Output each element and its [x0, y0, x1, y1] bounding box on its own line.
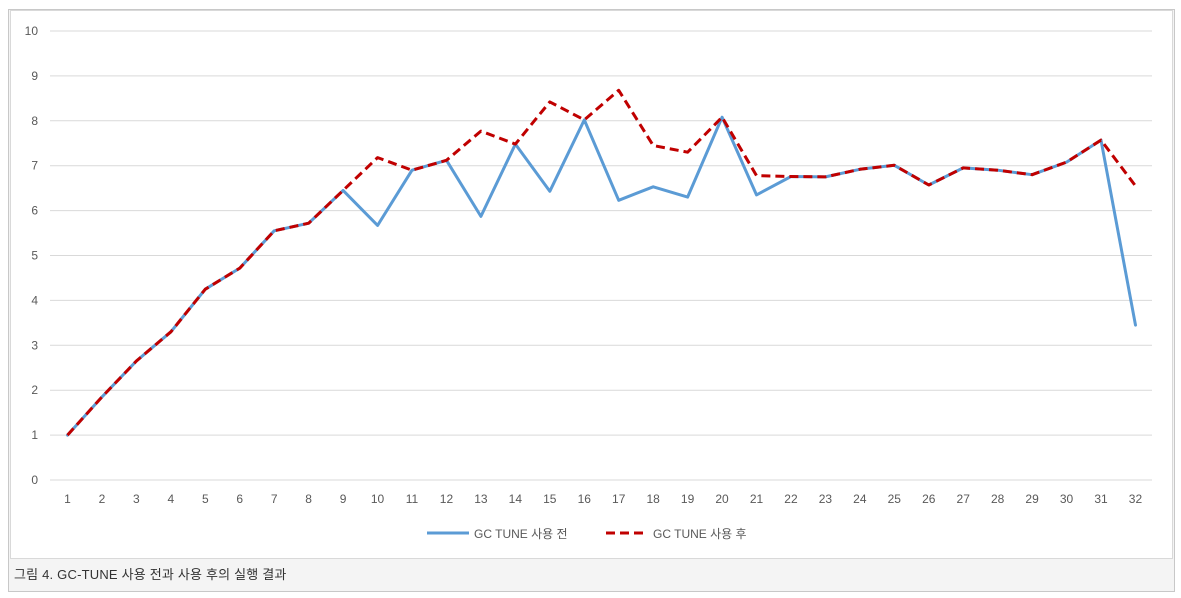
x-tick-label-3: 3 [133, 492, 140, 506]
x-tick-label-30: 30 [1060, 492, 1074, 506]
y-tick-label-6: 6 [31, 204, 38, 218]
x-tick-label-21: 21 [750, 492, 764, 506]
x-tick-label-15: 15 [543, 492, 557, 506]
x-tick-label-18: 18 [646, 492, 660, 506]
x-tick-label-7: 7 [271, 492, 278, 506]
y-tick-label-7: 7 [31, 159, 38, 173]
x-tick-label-24: 24 [853, 492, 867, 506]
figure-caption: 그림 4. GC-TUNE 사용 전과 사용 후의 실행 결과 [14, 567, 287, 582]
x-tick-label-31: 31 [1094, 492, 1108, 506]
x-tick-label-12: 12 [440, 492, 454, 506]
x-axis-ticks: 1 2 3 4 5 6 7 8 9 10 11 12 13 14 15 16 17 18 19 20 21 22 23 24 2… [64, 492, 1142, 506]
y-tick-label-1: 1 [31, 428, 38, 442]
x-tick-label-23: 23 [819, 492, 833, 506]
x-tick-label-11: 11 [406, 492, 419, 506]
x-tick-label-20: 20 [715, 492, 729, 506]
y-tick-label-0: 0 [31, 473, 38, 487]
y-tick-label-10: 10 [25, 24, 39, 38]
x-tick-label-28: 28 [991, 492, 1005, 506]
x-tick-label-1: 1 [64, 492, 71, 506]
chart-area [10, 10, 1173, 559]
y-tick-label-5: 5 [31, 249, 38, 263]
series-line-before [66, 115, 1137, 437]
x-tick-label-17: 17 [612, 492, 626, 506]
y-axis-ticks: 0 1 2 3 4 5 6 7 8 9 10 [25, 24, 39, 487]
x-tick-label-29: 29 [1025, 492, 1039, 506]
x-tick-label-8: 8 [305, 492, 312, 506]
x-tick-label-6: 6 [236, 492, 243, 506]
legend-label-before: GC TUNE 사용 전 [474, 527, 568, 541]
x-tick-label-25: 25 [888, 492, 902, 506]
y-tick-label-2: 2 [31, 383, 38, 397]
gridlines [50, 30, 1152, 481]
x-tick-label-22: 22 [784, 492, 798, 506]
x-tick-label-16: 16 [578, 492, 592, 506]
series-lines [66, 88, 1137, 437]
x-tick-label-2: 2 [99, 492, 106, 506]
y-tick-label-8: 8 [31, 114, 38, 128]
x-tick-label-32: 32 [1129, 492, 1143, 506]
x-tick-label-5: 5 [202, 492, 209, 506]
x-tick-label-19: 19 [681, 492, 695, 506]
series-line-after [66, 88, 1137, 437]
y-tick-label-4: 4 [31, 293, 38, 307]
x-tick-label-4: 4 [168, 492, 175, 506]
x-tick-label-13: 13 [474, 492, 488, 506]
y-tick-label-3: 3 [31, 338, 38, 352]
x-tick-label-9: 9 [340, 492, 347, 506]
x-tick-label-10: 10 [371, 492, 385, 506]
y-tick-label-9: 9 [31, 69, 38, 83]
x-tick-label-27: 27 [957, 492, 971, 506]
legend-label-after: GC TUNE 사용 후 [653, 527, 747, 541]
legend: GC TUNE 사용 전 GC TUNE 사용 후 [427, 527, 747, 541]
x-tick-label-26: 26 [922, 492, 936, 506]
x-tick-label-14: 14 [509, 492, 523, 506]
